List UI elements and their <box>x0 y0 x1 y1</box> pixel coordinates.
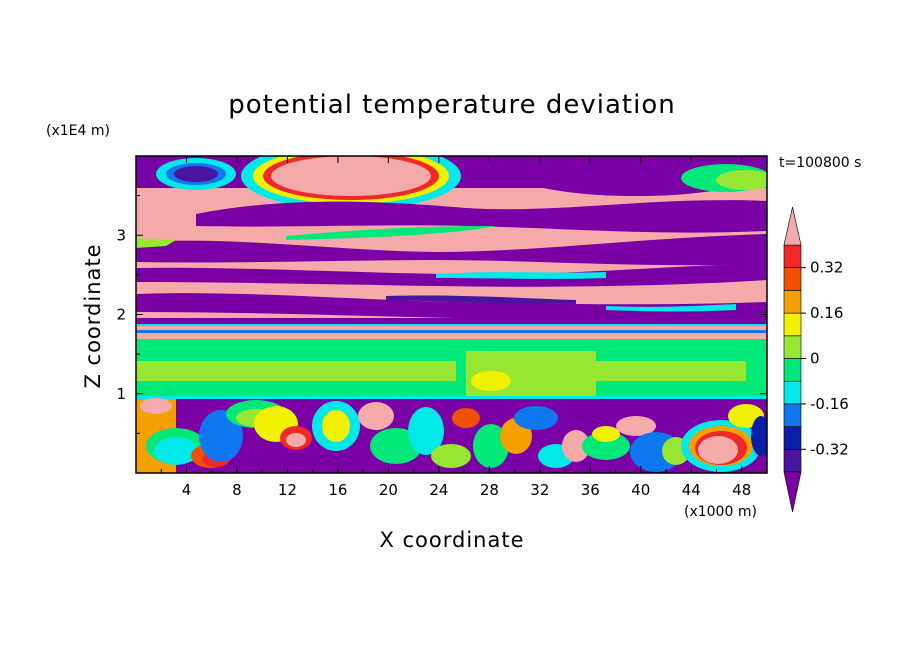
x-tick-label: 20 <box>379 481 398 499</box>
contour-region <box>136 318 767 326</box>
contour-region <box>140 398 172 414</box>
contour-region <box>154 437 198 465</box>
colorbar-swatch <box>783 312 802 337</box>
x-axis: 4 8 12 16 20 24 28 32 36 40 44 48 <box>160 156 751 499</box>
x-tick-label: 44 <box>682 481 701 499</box>
x-tick-label: 12 <box>278 481 297 499</box>
y-unit-label: (x1E4 m) <box>46 123 110 139</box>
colorbar-swatch <box>783 358 802 382</box>
colorbar-extend-max <box>783 206 802 246</box>
contour-region <box>136 324 767 327</box>
x-tick-label: 32 <box>530 481 549 499</box>
contour-region <box>698 436 738 464</box>
colorbar-swatch <box>783 290 802 314</box>
colorbar-swatch <box>783 335 802 359</box>
contour-region <box>408 407 444 455</box>
plot-area <box>136 156 767 473</box>
x-unit-label: (x1000 m) <box>684 504 757 520</box>
contour-region <box>136 330 767 333</box>
contour-region <box>286 226 496 240</box>
colorbar-swatch <box>783 380 802 405</box>
colorbar-swatch <box>783 426 802 450</box>
contour-region <box>196 200 767 233</box>
contour-region <box>592 426 620 442</box>
contour-region <box>606 304 736 312</box>
contour-region <box>136 293 767 320</box>
contour-region <box>473 424 509 468</box>
x-tick-label: 8 <box>232 481 242 499</box>
contour-region <box>431 444 471 468</box>
x-axis-label: X coordinate <box>379 528 524 552</box>
contour-region <box>386 295 576 304</box>
y-tick-label: 3 <box>116 226 126 244</box>
x-tick-label: 28 <box>480 481 499 499</box>
contour-region <box>582 432 630 460</box>
contour-region <box>136 333 767 339</box>
colorbar-swatch <box>783 448 802 473</box>
contour-region <box>322 410 350 442</box>
contour-region <box>596 361 746 381</box>
contour-region <box>271 156 431 196</box>
colorbar-tick-label: -0.16 <box>810 395 849 413</box>
x-tick-label: 24 <box>429 481 448 499</box>
x-tick-label: 4 <box>182 481 192 499</box>
colorbar-tick-label: 0.32 <box>810 259 843 277</box>
colorbar-extend-min <box>783 471 802 513</box>
y-tick-label: 2 <box>116 306 126 324</box>
contour-region <box>199 410 243 462</box>
contour-region <box>436 272 606 279</box>
contour-region <box>286 433 306 447</box>
contour-region <box>136 238 176 248</box>
y-axis-label: Z coordinate <box>81 243 105 388</box>
y-tick-label: 1 <box>116 385 126 403</box>
y-axis: 1 2 3 <box>116 195 767 434</box>
contour-region <box>452 408 480 428</box>
contour-region <box>136 361 456 381</box>
x-tick-label: 40 <box>631 481 650 499</box>
x-tick-label: 48 <box>732 481 751 499</box>
colorbar-swatch <box>783 267 802 291</box>
colorbar-tick-label: -0.32 <box>810 440 849 458</box>
contour-region <box>751 416 767 456</box>
colorbar: -0.32 -0.16 0 0.16 0.32 <box>783 206 849 513</box>
chart-title: potential temperature deviation <box>228 90 675 120</box>
time-label: t=100800 s <box>779 155 861 171</box>
colorbar-swatch <box>783 244 802 269</box>
contour-region <box>562 430 590 462</box>
contour-region <box>716 170 767 190</box>
colorbar-tick-label: 0 <box>810 350 820 368</box>
x-tick-label: 16 <box>328 481 347 499</box>
contour-region <box>136 234 767 266</box>
contour-region <box>616 416 656 436</box>
contour-region <box>136 396 767 399</box>
contour-region <box>174 166 218 182</box>
colorbar-tick-label: 0.16 <box>810 304 843 322</box>
contour-region <box>136 326 767 331</box>
colorbar-swatch <box>783 403 802 427</box>
x-tick-label: 36 <box>581 481 600 499</box>
contour-region <box>514 406 558 430</box>
contour-region <box>471 371 511 391</box>
contour-region <box>358 402 394 430</box>
